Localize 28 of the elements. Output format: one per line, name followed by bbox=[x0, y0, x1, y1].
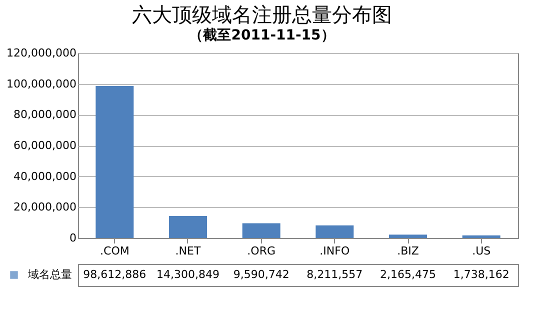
y-tick-label: 60,000,000 bbox=[14, 139, 76, 152]
bar bbox=[462, 235, 500, 238]
bar bbox=[316, 225, 354, 238]
x-tick-label: .BIZ bbox=[397, 244, 420, 258]
bar bbox=[169, 216, 207, 238]
bar bbox=[389, 234, 427, 238]
y-tick-label: 120,000,000 bbox=[6, 46, 76, 60]
bar bbox=[96, 86, 134, 238]
data-label: 14,300,849 bbox=[156, 268, 220, 281]
x-tick-label: .ORG bbox=[247, 244, 276, 258]
chart-title: 六大顶级域名注册总量分布图 bbox=[132, 2, 392, 26]
y-tick-label: 100,000,000 bbox=[6, 77, 76, 90]
bar bbox=[242, 223, 280, 238]
y-tick-label: 20,000,000 bbox=[14, 200, 76, 214]
data-label: 1,738,162 bbox=[453, 268, 510, 281]
y-tick-label: 80,000,000 bbox=[14, 108, 76, 122]
x-tick-label: .NET bbox=[175, 244, 201, 258]
x-tick-label: .INFO bbox=[320, 244, 350, 258]
data-label: 2,165,475 bbox=[380, 268, 436, 281]
chart-subtitle: （截至2011-11-15） bbox=[189, 28, 335, 44]
y-tick-label: 40,000,000 bbox=[14, 170, 76, 183]
data-label: 8,211,557 bbox=[306, 268, 363, 281]
y-tick-label: 0 bbox=[70, 232, 76, 244]
x-tick-label: .COM bbox=[100, 244, 130, 258]
legend-label: 域名总量 bbox=[27, 268, 72, 281]
x-tick-label: .US bbox=[472, 244, 491, 258]
data-label: 98,612,886 bbox=[83, 268, 146, 281]
data-label: 9,590,742 bbox=[233, 268, 290, 281]
